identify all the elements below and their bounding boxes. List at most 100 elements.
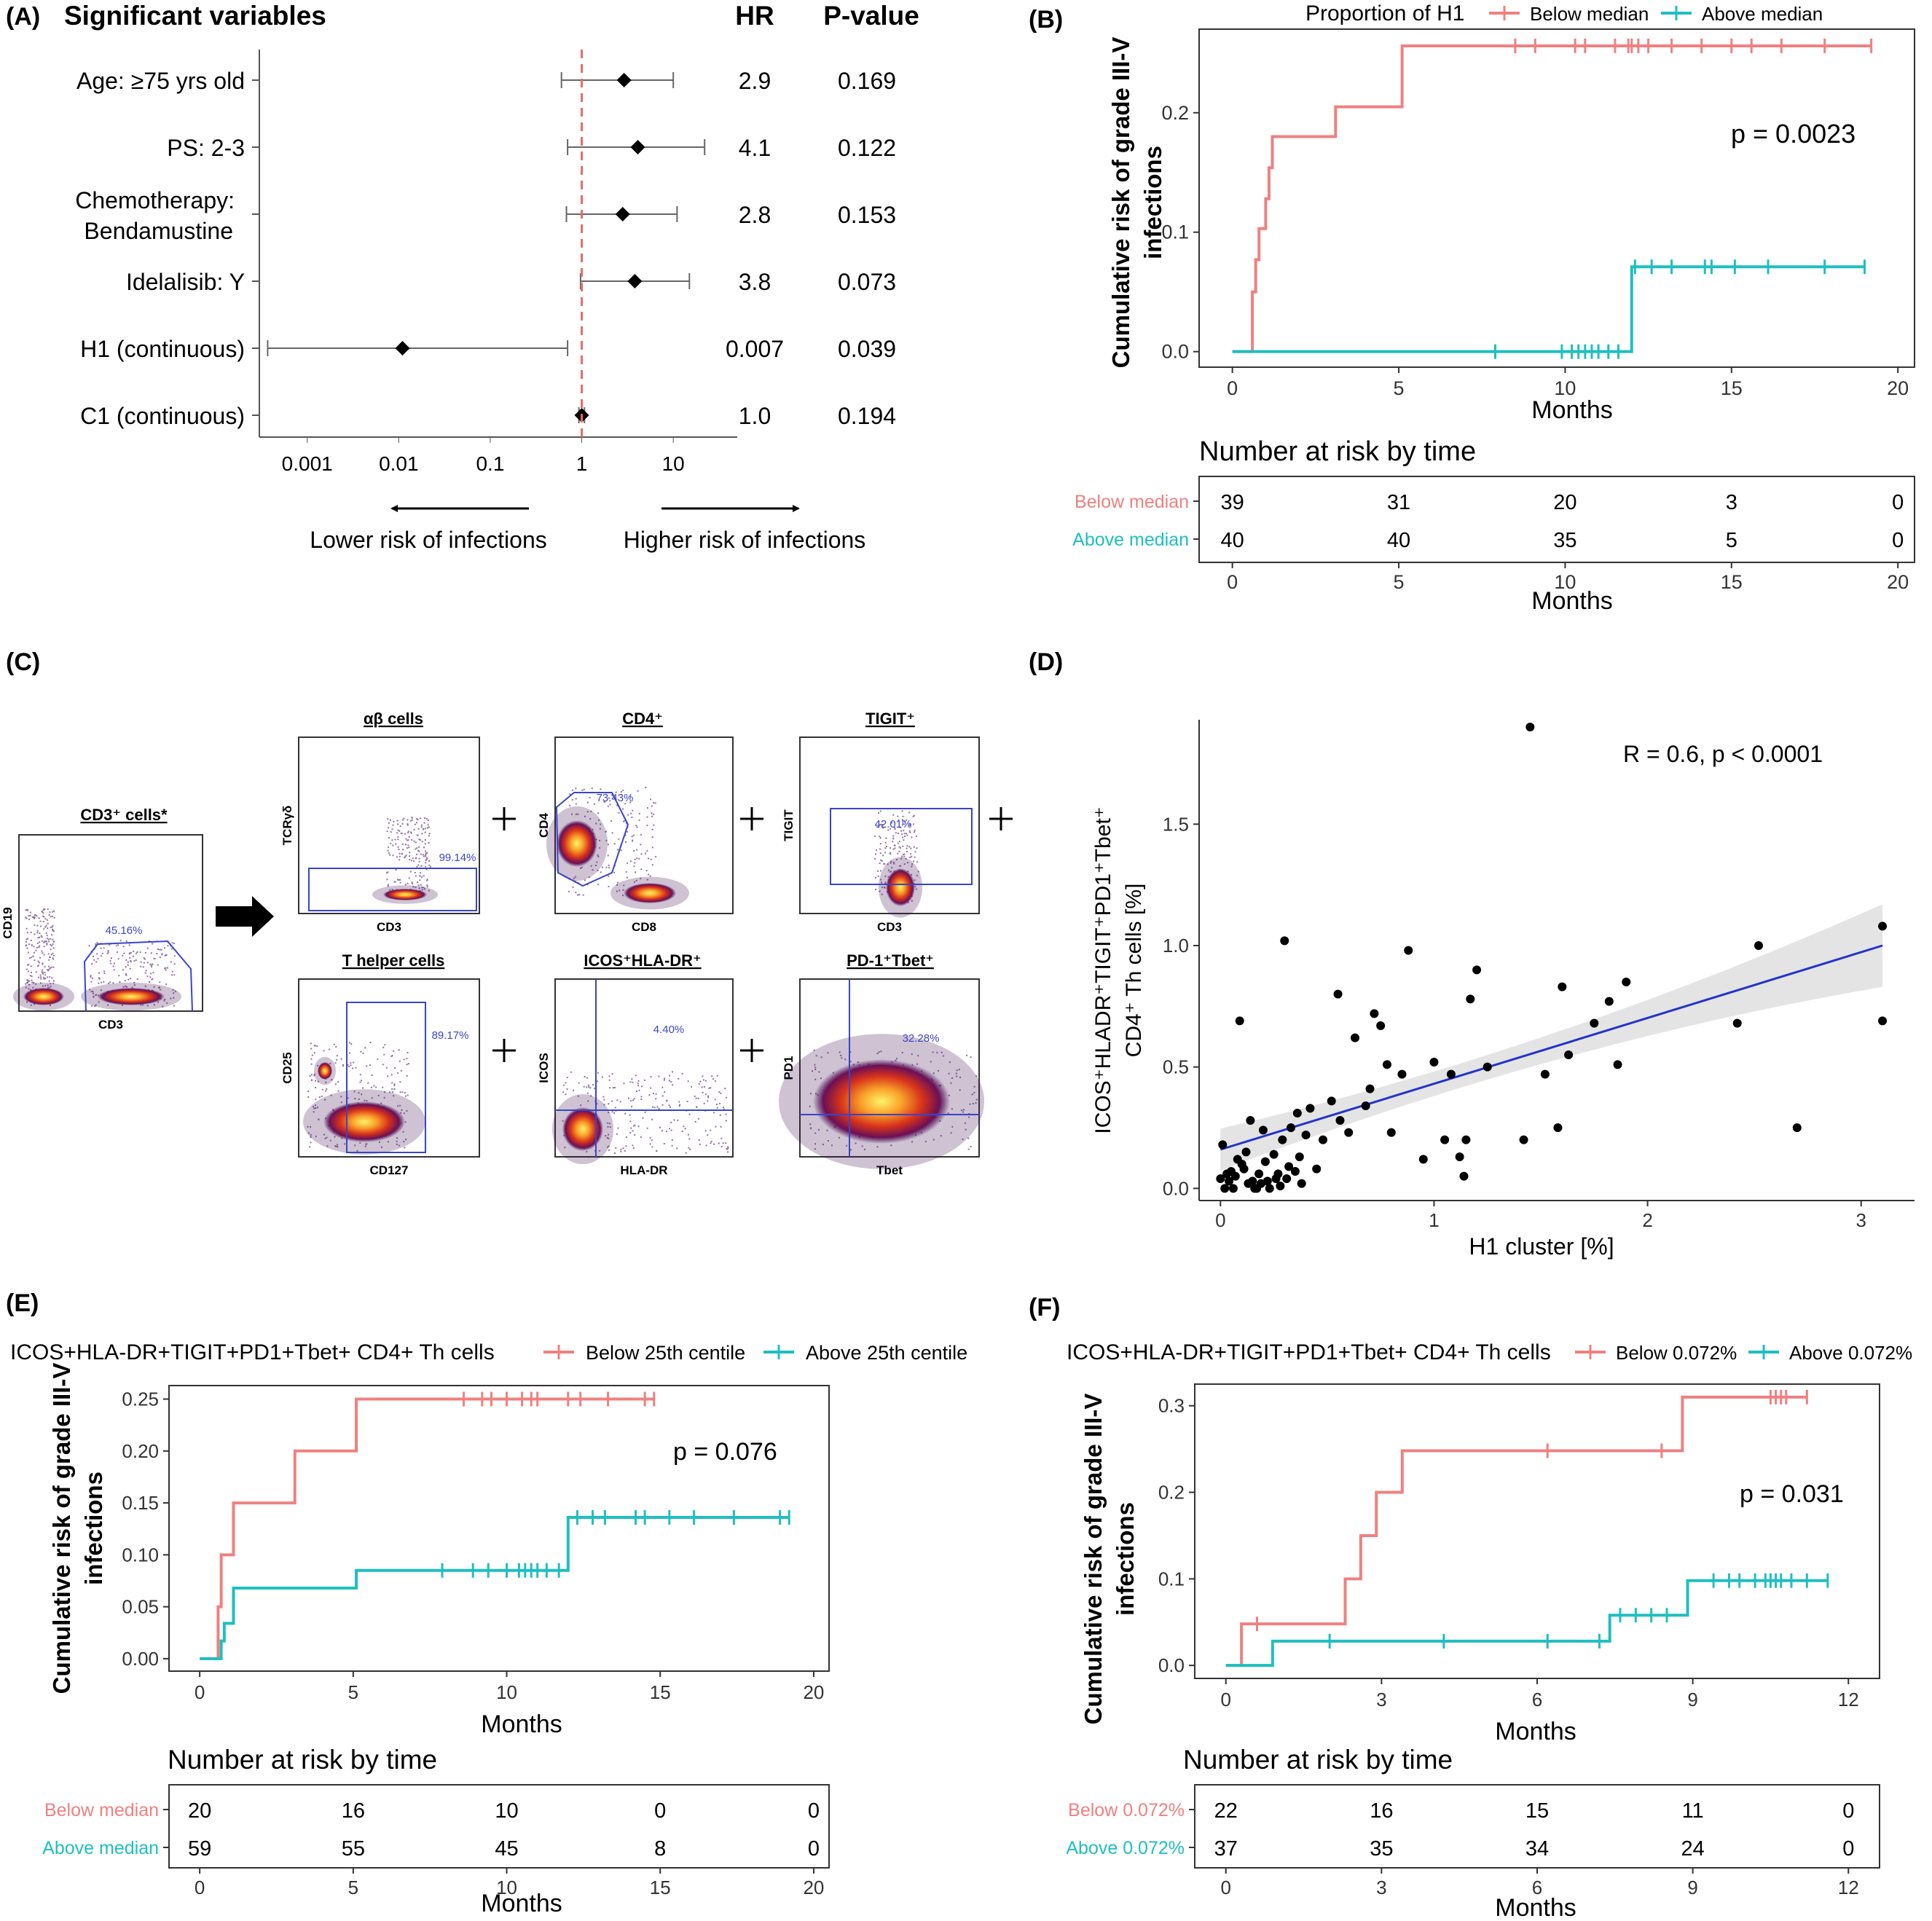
forest-row-label: Bendamustine [84,218,233,244]
flow-gate-pct: 73.43% [597,792,634,804]
scatter-point [1220,1184,1230,1193]
forest-x-tick-label: 1 [576,452,588,475]
km-f-risk-xlabel: Months [1495,1894,1576,1921]
km-y-tick-label: 0.2 [1158,1482,1185,1504]
flow-plot-title: PD-1⁺Tbet⁺ [847,951,934,970]
km-x-tick-label: 6 [1532,1689,1542,1710]
forest-p-value: 0.153 [838,202,896,228]
km-curve-red [1232,44,1872,353]
risk-value: 59 [188,1837,211,1861]
scatter-point [1228,1184,1238,1193]
flow-y-label: CD19 [1,907,15,938]
scatter-point [1333,989,1343,999]
flow-gate-tigit [830,808,973,885]
risk-x-tick-label: 12 [1838,1877,1859,1898]
scatter-point [1525,723,1535,731]
scatter-point [1878,922,1888,931]
forest-x-tick-label: 0.001 [282,452,333,475]
km-f-risk-title: Number at risk by time [1183,1745,1453,1775]
forest-p-value: 0.073 [838,269,896,295]
km-x-tick-label: 10 [496,1681,517,1703]
risk-x-tick-label: 0 [1227,571,1238,593]
km-e-legend-red-label: Below 25th centile [586,1342,745,1364]
scatter-x-tick-label: 0 [1215,1209,1225,1231]
scatter-point [1622,978,1631,986]
km-f-xlabel: Months [1495,1718,1576,1745]
scatter-point [1483,1062,1492,1072]
km-f-ylabel-line1: Cumulative risk of grade III-V [1080,1394,1107,1725]
risk-x-tick-label: 0 [195,1877,205,1898]
risk-value: 45 [495,1837,518,1861]
risk-x-tick-label: 5 [348,1877,358,1898]
risk-row-label: Above 0.072% [1066,1838,1185,1858]
forest-hr-value: 4.1 [739,135,771,161]
flow-plot-title: TIGIT⁺ [865,710,915,728]
risk-value: 0 [1842,1837,1854,1861]
flow-x-label: CD3 [877,920,902,934]
flow-gate-cd4 [555,792,629,887]
km-y-tick-label: 0.25 [122,1388,159,1410]
flow-x-label: CD8 [632,920,656,934]
scatter-point [1271,1174,1281,1183]
scatter-point [1397,1069,1407,1079]
risk-value: 34 [1525,1837,1549,1861]
scatter-y-tick-label: 0.0 [1163,1177,1189,1199]
flow-x-label: CD3 [98,1018,123,1032]
scatter-point [1295,1152,1304,1161]
flow-gate-pct: 32.28% [903,1032,940,1045]
scatter-point [1254,1169,1264,1179]
scatter-point [1222,1169,1232,1179]
km-y-tick-label: 0.1 [1158,1568,1185,1590]
km-e-legend-title: ICOS+HLA-DR+TIGIT+PD1+Tbet+ CD4+ Th cell… [10,1340,495,1364]
flow-density-icos [562,1107,603,1151]
km-f-legend-teal-label: Above 0.072% [1789,1342,1912,1364]
panel-d-scatter-plot: 0 1 2 3 0.0 0.5 1.0 1.5 R = 0.6, p < 0.0001 H1 … [1091,720,1915,1260]
km-b-risk-title: Number at risk by time [1199,436,1476,467]
forest-p-header: P-value [823,1,919,31]
flow-x-label: CD3 [377,920,401,934]
forest-hr-header: HR [735,1,774,31]
panel-letter-e: (E) [6,1289,39,1317]
scatter-x-tick-label: 1 [1429,1209,1439,1231]
forest-hr-value: 2.8 [739,202,771,228]
km-curve-teal [200,1516,790,1660]
risk-x-tick-label: 15 [650,1877,671,1898]
km-x-tick-label: 20 [1887,377,1909,399]
scatter-point [1418,1155,1428,1164]
km-b-legend-teal-label: Above median [1702,3,1823,25]
scatter-point [1472,965,1482,975]
risk-value: 0 [808,1799,820,1823]
scatter-fit-line [1220,944,1883,1151]
risk-value: 22 [1214,1799,1238,1823]
flow-gate-th [346,1002,426,1153]
risk-value: 55 [342,1837,365,1861]
km-e-pvalue: p = 0.076 [673,1438,777,1466]
flow-events-cd19 [25,908,55,1006]
km-y-tick-label: 0.10 [122,1544,159,1566]
flow-density-cd3 [98,988,165,1005]
km-y-tick-label: 0.20 [122,1440,159,1462]
forest-x-tick-label: 10 [662,452,685,475]
flow-events-ab [386,817,431,897]
panel-e-km-plot: ICOS+HLA-DR+TIGIT+PD1+Tbet+ CD4+ Th cell… [10,1340,967,1917]
risk-value: 0 [1842,1799,1854,1823]
km-y-tick-label: 0.1 [1161,221,1189,243]
km-b-ylabel-line2: infections [1139,146,1166,259]
risk-x-tick-label: 20 [1887,571,1909,593]
flow-plot-title: CD4⁺ [622,710,663,728]
forest-title: Significant variables [64,1,326,31]
panel-letter-a: (A) [6,3,40,31]
scatter-point [1284,1162,1294,1171]
scatter-point [1429,1058,1439,1066]
risk-x-tick-label: 10 [496,1877,517,1898]
scatter-point [1519,1135,1528,1144]
flow-x-label: HLA-DR [620,1163,667,1177]
arrow-right-label: Higher risk of infections [624,527,866,553]
risk-value: 5 [1726,529,1737,552]
scatter-point [1216,1174,1225,1183]
km-e-risk-table [168,1784,830,1869]
risk-row-label: Below median [44,1800,159,1820]
scatter-point [1276,1182,1285,1190]
risk-value: 11 [1682,1799,1704,1823]
